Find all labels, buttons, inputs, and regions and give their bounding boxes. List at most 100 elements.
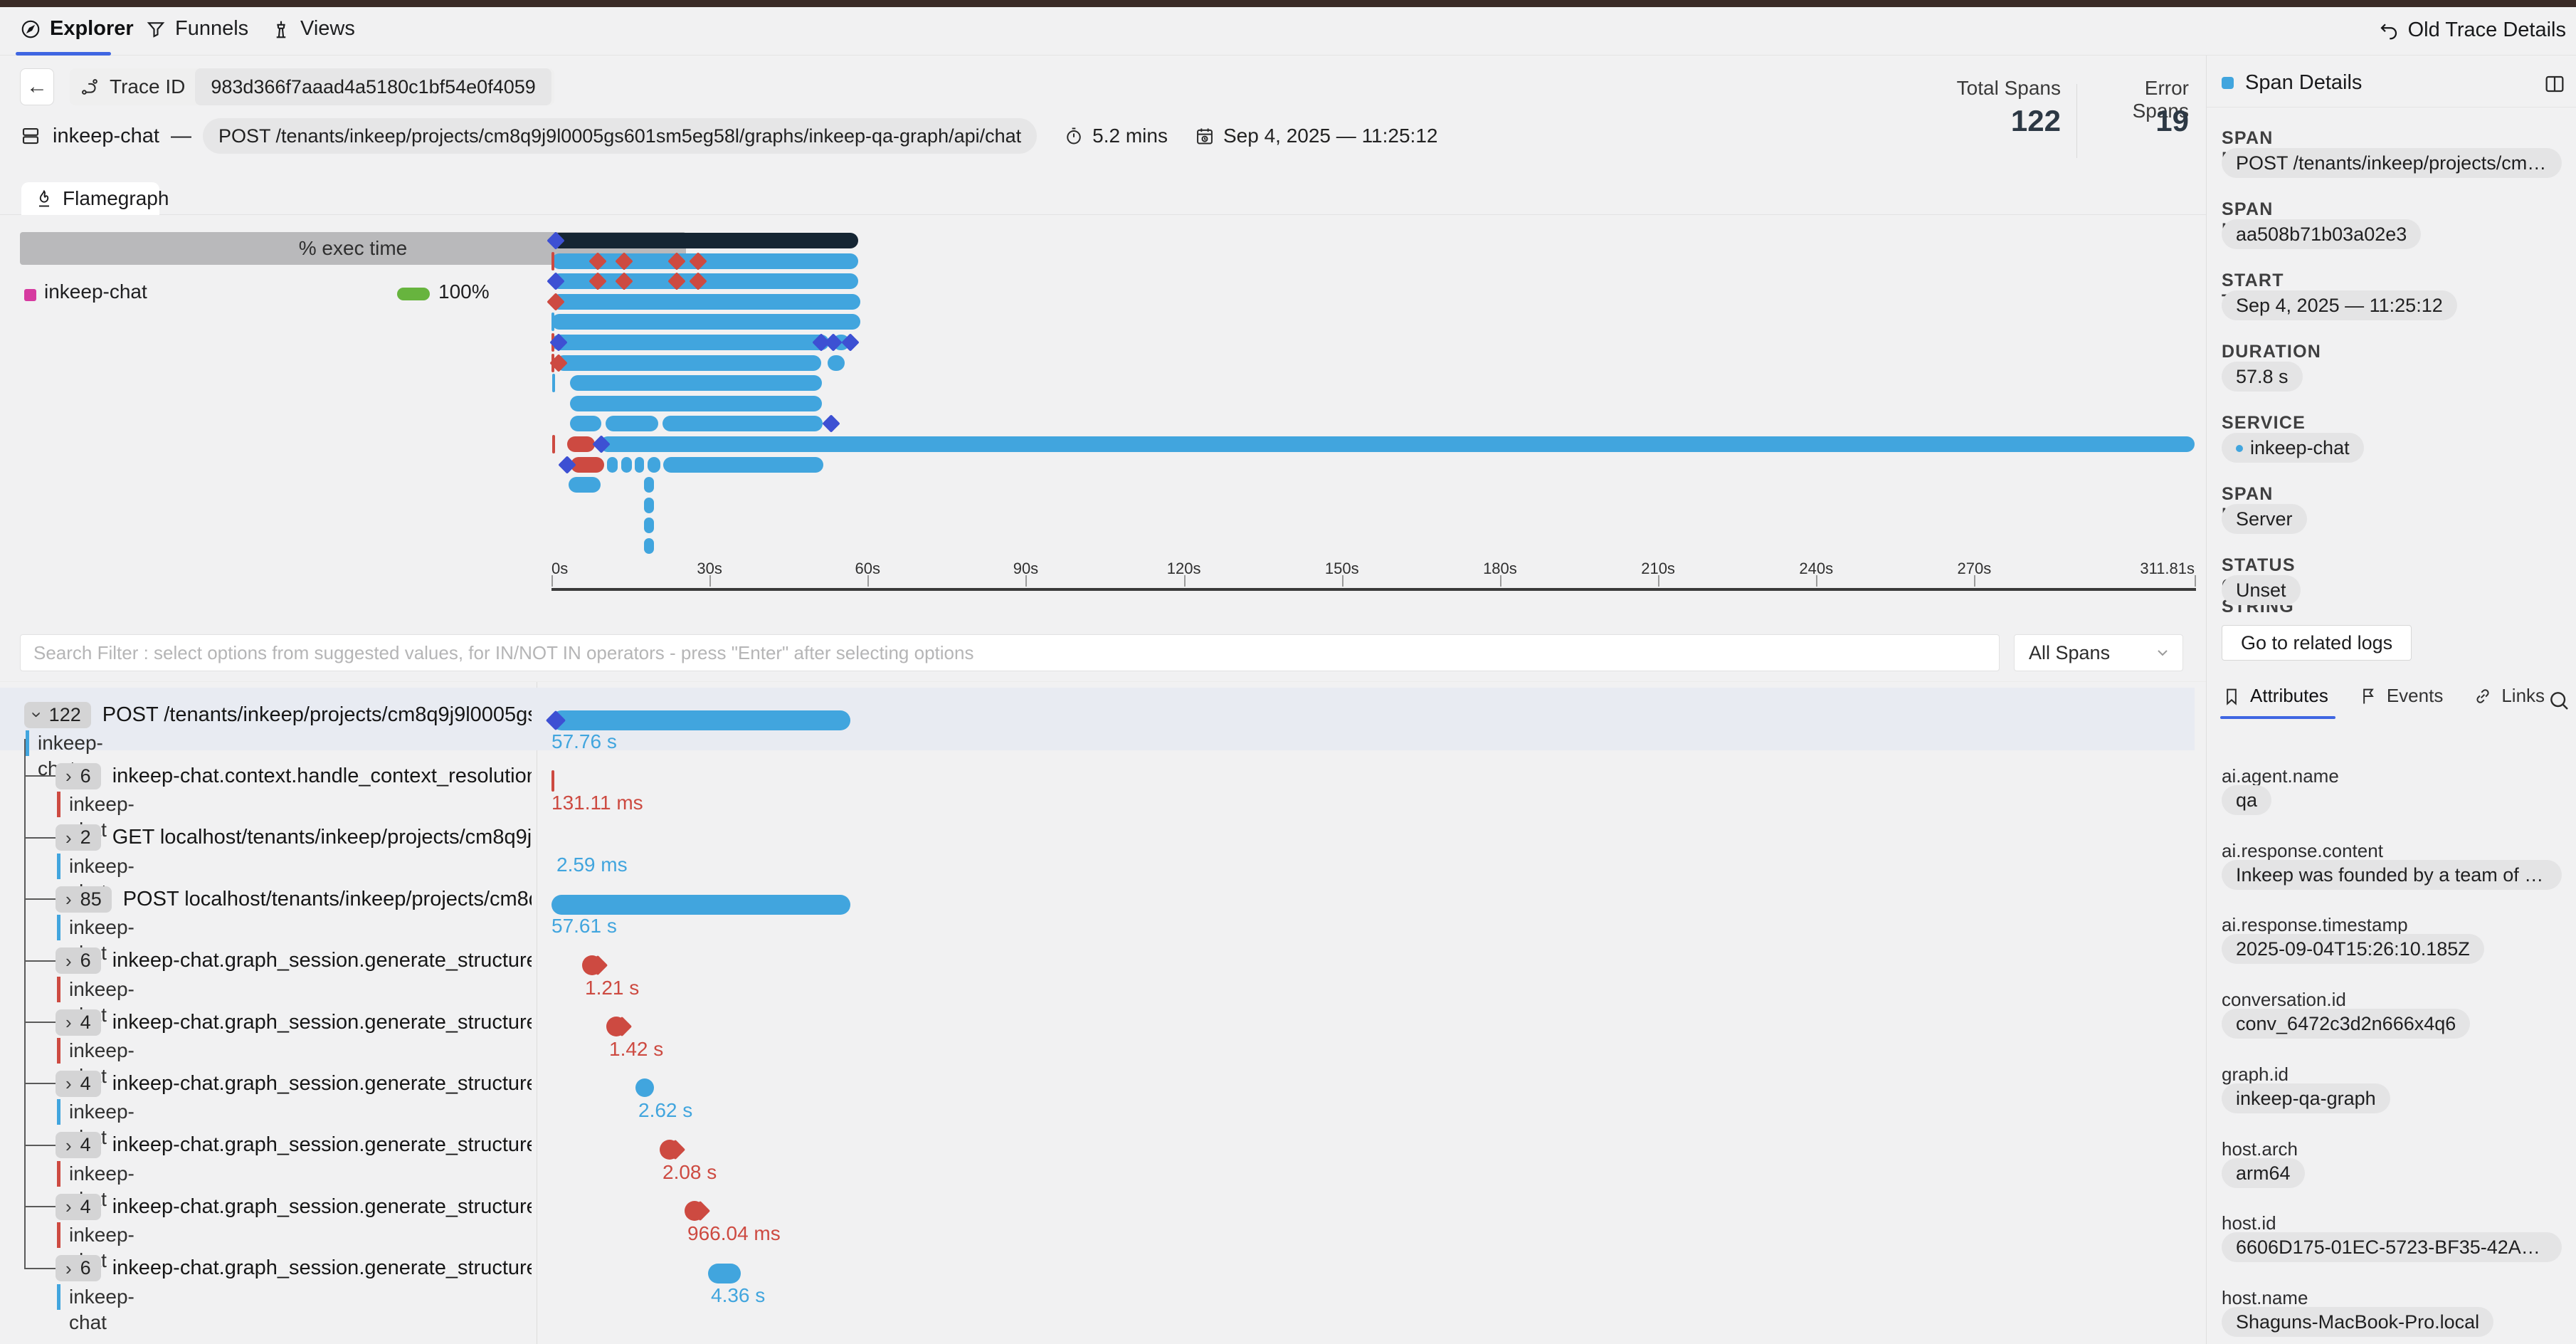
- flame-span[interactable]: [570, 456, 605, 473]
- tab-explorer[interactable]: Explorer: [20, 17, 134, 41]
- trace-id-label: Trace ID: [110, 75, 186, 98]
- flame-span[interactable]: [644, 497, 654, 513]
- tree-row[interactable]: › 6 inkeep-chat.graph_session.generate_str…: [56, 945, 532, 977]
- legend-service-name[interactable]: inkeep-chat: [44, 280, 147, 303]
- detail-field-value[interactable]: aa508b71b03a02e3: [2222, 219, 2422, 249]
- span-count-badge[interactable]: › 122: [24, 701, 91, 728]
- flame-span[interactable]: [635, 456, 645, 473]
- tab-flamegraph[interactable]: Flamegraph: [21, 182, 169, 215]
- flame-span[interactable]: [662, 416, 823, 432]
- tree-row[interactable]: › 2 GET localhost/tenants/inkeep/projects/…: [56, 822, 532, 854]
- flame-span[interactable]: [567, 436, 595, 452]
- detail-field-value[interactable]: Unset: [2222, 575, 2301, 605]
- waterfall-duration-label: 57.76 s: [551, 730, 617, 752]
- span-count-badge[interactable]: › 6: [56, 762, 101, 789]
- span-count-badge[interactable]: › 6: [56, 1255, 101, 1282]
- flame-span[interactable]: [551, 233, 858, 248]
- flame-span[interactable]: [828, 355, 845, 371]
- go-to-related-logs-button[interactable]: Go to related logs: [2222, 625, 2412, 661]
- detail-field-value[interactable]: Server: [2222, 504, 2307, 534]
- old-trace-details-link[interactable]: Old Trace Details: [2378, 19, 2566, 42]
- detail-field-value[interactable]: inkeep-chat: [2222, 433, 2364, 463]
- attribute-value[interactable]: 6606D175-01EC-5723-BF35-42A6486...: [2222, 1232, 2562, 1263]
- details-tab-attributes[interactable]: Attributes: [2222, 685, 2328, 707]
- tree-row[interactable]: › 122 POST /tenants/inkeep/projects/cm8q9j…: [24, 699, 532, 730]
- tree-row[interactable]: › 4 inkeep-chat.graph_session.generate_str…: [56, 1068, 532, 1099]
- waterfall-dot-marker[interactable]: [635, 1078, 654, 1098]
- span-count-badge[interactable]: › 6: [56, 947, 101, 975]
- back-button[interactable]: ←: [20, 68, 54, 105]
- flame-span[interactable]: [607, 456, 618, 473]
- flame-span[interactable]: [569, 416, 602, 432]
- trace-id-value[interactable]: 983d366f7aaad4a5180c1bf54e0f4059: [195, 68, 551, 105]
- span-count-badge[interactable]: › 4: [56, 1193, 101, 1220]
- chevron-right-icon: ›: [65, 1257, 72, 1279]
- trace-endpoint[interactable]: POST /tenants/inkeep/projects/cm8q9j9l00…: [202, 118, 1038, 154]
- span-count-badge[interactable]: › 85: [56, 886, 112, 913]
- details-tab-links[interactable]: Links: [2473, 685, 2545, 707]
- search-filter-input[interactable]: [20, 634, 2000, 671]
- tab-funnels[interactable]: Funnels: [145, 17, 248, 41]
- chevron-right-icon: ›: [65, 1196, 72, 1218]
- flame-span[interactable]: [551, 314, 860, 330]
- flame-span[interactable]: [551, 335, 829, 350]
- tab-views[interactable]: Views: [270, 17, 355, 41]
- tree-row[interactable]: › 6 inkeep-chat.graph_session.generate_str…: [56, 1253, 532, 1284]
- axis-tick-label: 60s: [855, 560, 881, 577]
- span-count-badge[interactable]: › 4: [56, 1070, 101, 1097]
- attribute-value[interactable]: Shaguns-MacBook-Pro.local: [2222, 1306, 2494, 1337]
- flame-span[interactable]: [551, 293, 860, 310]
- search-icon[interactable]: [2548, 689, 2570, 712]
- flame-span[interactable]: [555, 355, 822, 371]
- detail-field-value[interactable]: 57.8 s: [2222, 362, 2303, 392]
- tree-row[interactable]: › 4 inkeep-chat.graph_session.generate_str…: [56, 1130, 532, 1161]
- tree-row[interactable]: › 85 POST localhost/tenants/inkeep/project…: [56, 883, 532, 915]
- flame-span[interactable]: [568, 477, 601, 493]
- axis-tick-label: 0s: [551, 560, 569, 577]
- flame-span[interactable]: [644, 538, 654, 554]
- attribute-value[interactable]: inkeep-qa-graph: [2222, 1083, 2390, 1113]
- details-panel-border: [2206, 56, 2207, 1344]
- details-tab-label: Links: [2501, 685, 2545, 706]
- attribute-value[interactable]: qa: [2222, 785, 2272, 815]
- details-tab-events[interactable]: Events: [2358, 685, 2443, 707]
- span-count-badge[interactable]: › 4: [56, 1009, 101, 1036]
- flame-span[interactable]: [663, 456, 824, 473]
- span-service-name: inkeep-chat: [26, 730, 103, 779]
- waterfall-duration-bar[interactable]: [551, 895, 850, 915]
- waterfall-tick-icon[interactable]: [551, 770, 554, 792]
- flame-span[interactable]: [606, 416, 658, 432]
- attribute-value[interactable]: conv_6472c3d2n666x4q6: [2222, 1009, 2471, 1039]
- span-count-badge[interactable]: › 2: [56, 824, 101, 851]
- flame-span[interactable]: [644, 518, 654, 534]
- flame-span[interactable]: [569, 395, 822, 411]
- tree-row[interactable]: › 4 inkeep-chat.graph_session.generate_str…: [56, 1191, 532, 1222]
- waterfall-duration-label: 4.36 s: [711, 1283, 766, 1306]
- attribute-value[interactable]: 2025-09-04T15:26:10.185Z: [2222, 934, 2484, 965]
- flame-event-tick-icon: [551, 313, 554, 332]
- span-count-badge[interactable]: › 4: [56, 1132, 101, 1159]
- span-count: 6: [80, 765, 91, 787]
- detail-field-value[interactable]: Sep 4, 2025 — 11:25:12: [2222, 290, 2457, 320]
- axis-tick-mark: [1974, 575, 1976, 587]
- waterfall-short-bar[interactable]: [708, 1263, 741, 1283]
- flame-span[interactable]: [569, 375, 822, 392]
- attribute-value[interactable]: Inkeep was founded by a team of eigh...: [2222, 859, 2562, 890]
- waterfall-duration-bar[interactable]: [551, 710, 850, 730]
- flame-span[interactable]: [600, 436, 2195, 452]
- tab-flamegraph-label: Flamegraph: [63, 187, 169, 209]
- detail-field-value[interactable]: POST /tenants/inkeep/projects/cm8q9j...: [2222, 148, 2562, 178]
- spans-filter-select[interactable]: All Spans: [2014, 634, 2183, 671]
- flag-icon: [2358, 686, 2378, 706]
- flame-span[interactable]: [644, 477, 654, 493]
- attribute-value[interactable]: arm64: [2222, 1157, 2305, 1188]
- panel-toggle-icon[interactable]: [2543, 73, 2566, 95]
- tree-row[interactable]: › 6 inkeep-chat.context.handle_context_res…: [56, 760, 532, 792]
- flame-span[interactable]: [647, 456, 660, 473]
- flame-span[interactable]: [621, 456, 632, 473]
- tree-connector-line: [24, 739, 26, 1269]
- tree-row[interactable]: › 4 inkeep-chat.graph_session.generate_str…: [56, 1007, 532, 1038]
- span-count: 4: [80, 1134, 91, 1156]
- span-service-name: inkeep-chat: [57, 915, 134, 964]
- chevron-down-icon: ›: [26, 711, 48, 718]
